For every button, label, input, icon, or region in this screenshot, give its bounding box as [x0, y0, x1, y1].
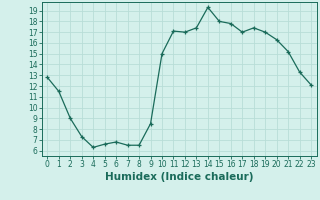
X-axis label: Humidex (Indice chaleur): Humidex (Indice chaleur): [105, 172, 253, 182]
